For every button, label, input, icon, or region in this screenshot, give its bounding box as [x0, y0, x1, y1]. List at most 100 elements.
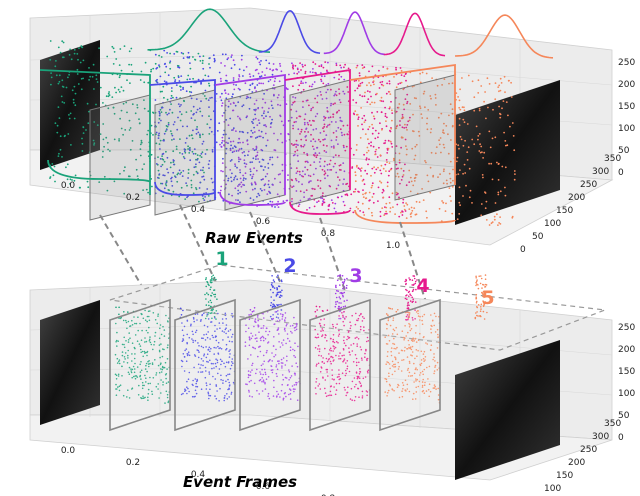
event-dot: [164, 130, 167, 133]
event-dot: [271, 73, 274, 76]
frame-event-dot: [249, 374, 252, 377]
event-dot: [274, 149, 277, 152]
frame-event-dot: [207, 293, 210, 296]
frame-event-dot: [413, 277, 416, 280]
event-dot: [466, 151, 469, 154]
frame-event-dot: [282, 399, 285, 401]
event-dot: [279, 104, 282, 107]
frame-event-dot: [276, 375, 278, 378]
frame-event-dot: [210, 279, 213, 281]
event-dot: [359, 94, 361, 96]
event-dot: [208, 82, 210, 85]
frame-event-dot: [391, 365, 394, 367]
frame-event-dot: [417, 349, 419, 352]
event-dot: [507, 114, 509, 117]
event-dot: [120, 69, 123, 72]
frame-event-dot: [140, 339, 143, 342]
frame-event-dot: [213, 289, 215, 292]
frame-event-dot: [474, 316, 477, 319]
frame-event-dot: [342, 294, 344, 297]
event-dot: [473, 109, 476, 112]
event-dot: [234, 163, 236, 166]
frame-event-dot: [209, 338, 211, 340]
event-dot: [244, 154, 246, 157]
event-dot: [228, 193, 230, 196]
frame-event-dot: [147, 382, 150, 385]
event-dot: [74, 92, 77, 95]
event-dot: [374, 137, 377, 140]
event-dot: [239, 171, 242, 174]
frame-event-dot: [478, 275, 481, 278]
frame-event-dot: [207, 361, 209, 363]
frame-event-dot: [334, 305, 337, 308]
event-dot: [364, 133, 367, 136]
event-dot: [449, 160, 452, 163]
event-dot: [212, 189, 215, 191]
event-dot: [334, 202, 337, 205]
frame-event-dot: [211, 367, 213, 370]
frame-event-dot: [210, 281, 212, 284]
event-dot: [181, 153, 184, 155]
frame-event-dot: [344, 374, 347, 377]
frame-event-dot: [345, 287, 348, 289]
frame-event-dot: [188, 354, 191, 357]
event-dot: [445, 179, 448, 182]
frame-event-dot: [428, 395, 431, 398]
event-dot: [107, 92, 110, 95]
event-dot: [79, 61, 82, 64]
event-dot: [314, 71, 317, 74]
frame-event-dot: [228, 387, 230, 390]
event-dot: [224, 89, 226, 92]
event-dot: [166, 125, 169, 128]
x-axis-ticks: 0.00.20.40.60.81.0: [61, 446, 336, 496]
event-dot: [260, 178, 263, 181]
event-dot: [158, 132, 161, 135]
frame-event-dot: [121, 375, 123, 377]
event-dot: [71, 89, 74, 92]
event-dot: [111, 45, 114, 48]
frame-event-dot: [338, 369, 340, 371]
frame-event-dot: [195, 382, 197, 385]
event-dot: [443, 146, 446, 149]
event-dot: [324, 177, 326, 180]
event-dot: [161, 106, 164, 109]
frame-event-dot: [319, 322, 321, 325]
event-dot: [134, 112, 137, 115]
frame-event-dot: [323, 324, 326, 326]
event-dot: [113, 138, 116, 141]
frame-event-dot: [271, 318, 274, 321]
dashed-arrow: [319, 217, 356, 321]
event-dot: [186, 184, 188, 187]
event-dot: [378, 87, 381, 89]
event-dot: [187, 172, 190, 175]
event-dot: [169, 52, 172, 55]
event-dot: [237, 87, 240, 90]
event-dot: [380, 172, 383, 175]
frame-event-dot: [324, 336, 326, 339]
event-dot: [237, 192, 240, 195]
event-dot: [175, 96, 178, 99]
event-dot: [307, 174, 310, 177]
frame-event-dot: [274, 305, 277, 308]
frame-event-dot: [220, 348, 223, 350]
event-dot: [368, 158, 370, 161]
event-dot: [232, 140, 235, 143]
event-dot: [243, 177, 245, 180]
frame-event-dot: [157, 313, 159, 316]
frame-event-dot: [406, 388, 409, 390]
event-dot: [93, 144, 95, 146]
frame-event-dot: [187, 387, 189, 390]
y-tick-label: 300: [592, 167, 609, 177]
slab-plane: [89, 94, 151, 221]
frame-event-dot: [422, 357, 425, 360]
frame-event-dot: [147, 363, 150, 365]
frame-event-dot: [213, 276, 216, 279]
frame-event-dot: [192, 384, 194, 387]
event-dot: [297, 144, 299, 147]
frame-event-dot: [412, 398, 414, 401]
frame-event-dot: [482, 283, 484, 286]
event-dot: [157, 134, 160, 137]
frame-event-dot: [182, 339, 185, 341]
x-tick-label: 0.2: [126, 193, 140, 203]
event-dot: [512, 135, 515, 137]
